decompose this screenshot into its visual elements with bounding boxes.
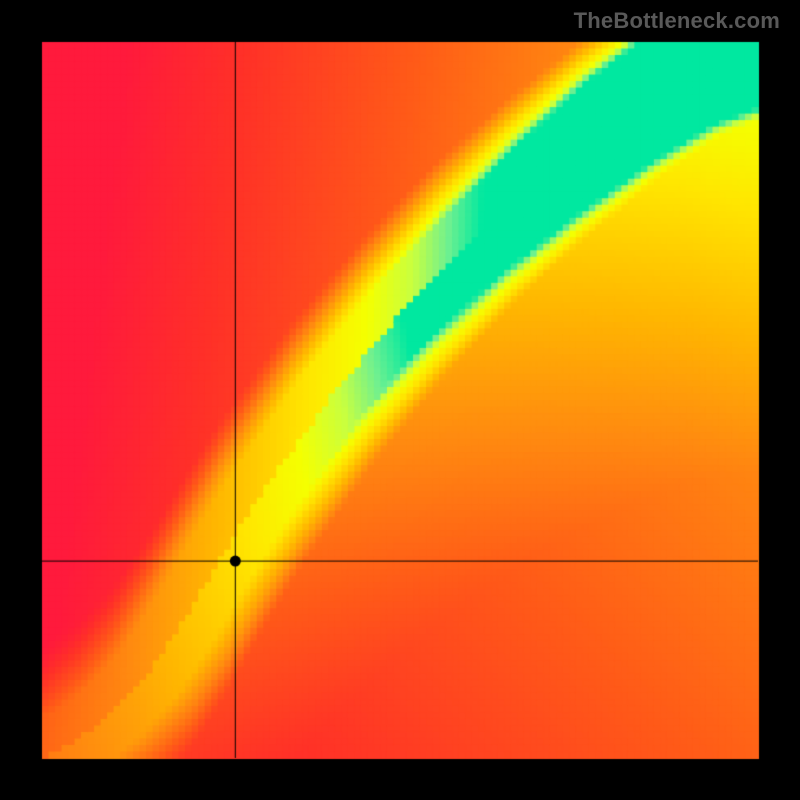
watermark-text: TheBottleneck.com [574, 8, 780, 34]
heatmap-canvas [0, 0, 800, 800]
chart-container: TheBottleneck.com [0, 0, 800, 800]
